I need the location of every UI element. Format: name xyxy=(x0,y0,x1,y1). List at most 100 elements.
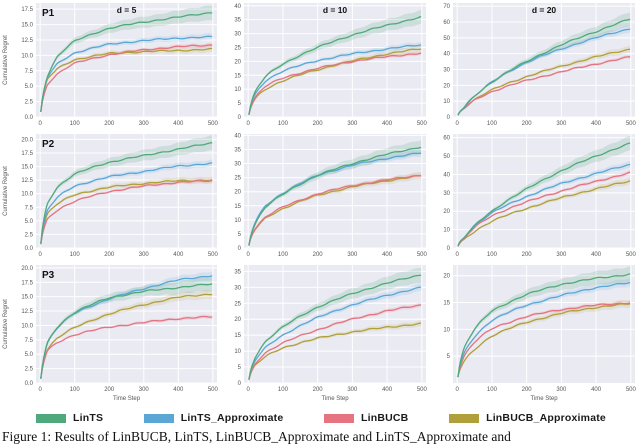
band-LinBUCB xyxy=(248,51,422,115)
svg-text:100: 100 xyxy=(487,252,498,258)
svg-text:100: 100 xyxy=(70,387,81,393)
svg-text:40: 40 xyxy=(443,52,450,58)
line-LinTS_Approximate xyxy=(40,162,213,245)
svg-text:20: 20 xyxy=(443,83,450,89)
svg-text:0: 0 xyxy=(455,387,459,393)
svg-text:0: 0 xyxy=(38,121,42,127)
svg-text:100: 100 xyxy=(70,252,81,258)
band-LinTS xyxy=(40,277,213,379)
svg-text:12.5: 12.5 xyxy=(21,38,33,44)
svg-text:17.5: 17.5 xyxy=(21,7,33,13)
band-LinTS xyxy=(457,135,631,246)
svg-text:5.0: 5.0 xyxy=(25,219,34,225)
band-LinBUCB_Approximate xyxy=(40,45,213,112)
band-LinBUCB xyxy=(40,42,213,112)
svg-text:500: 500 xyxy=(208,121,219,127)
svg-text:0: 0 xyxy=(455,252,459,258)
line-LinBUCB xyxy=(40,44,213,112)
svg-text:30: 30 xyxy=(234,162,241,168)
band-LinTS_Approximate xyxy=(248,41,422,115)
svg-text:15.0: 15.0 xyxy=(21,295,33,301)
svg-text:100: 100 xyxy=(70,121,81,127)
svg-text:300: 300 xyxy=(347,387,358,393)
plot-background xyxy=(36,3,217,117)
line-LinBUCB_Approximate xyxy=(40,47,213,112)
series-layer xyxy=(248,267,422,381)
line-LinTS xyxy=(40,12,213,112)
line-LinBUCB_Approximate xyxy=(248,48,422,115)
svg-text:300: 300 xyxy=(347,252,358,258)
svg-text:200: 200 xyxy=(522,387,533,393)
svg-text:0.0: 0.0 xyxy=(25,246,34,252)
svg-text:25: 25 xyxy=(234,45,241,51)
svg-text:40: 40 xyxy=(443,172,450,178)
svg-text:300: 300 xyxy=(139,121,150,127)
line-LinBUCB xyxy=(248,304,422,380)
line-LinTS xyxy=(457,273,631,378)
svg-text:15: 15 xyxy=(234,73,241,79)
svg-text:0: 0 xyxy=(447,246,451,252)
band-LinTS_Approximate xyxy=(457,161,631,246)
svg-text:15: 15 xyxy=(443,301,450,307)
svg-text:0.0: 0.0 xyxy=(25,381,34,387)
line-LinTS xyxy=(248,15,422,115)
svg-text:17.5: 17.5 xyxy=(21,151,33,157)
line-LinBUCB xyxy=(457,171,631,247)
band-LinBUCB_Approximate xyxy=(457,299,631,377)
legend-item-lints: LinTS xyxy=(36,412,103,424)
svg-text:400: 400 xyxy=(173,387,184,393)
svg-text:100: 100 xyxy=(487,121,498,127)
svg-text:5: 5 xyxy=(447,354,451,360)
svg-text:500: 500 xyxy=(626,121,637,127)
gridlines xyxy=(36,265,217,384)
svg-text:400: 400 xyxy=(382,252,393,258)
svg-text:200: 200 xyxy=(313,121,324,127)
series-layer xyxy=(457,266,631,378)
panel-label: P2 xyxy=(42,139,55,150)
svg-text:10: 10 xyxy=(234,87,241,93)
line-LinTS xyxy=(457,18,631,116)
line-LinBUCB_Approximate xyxy=(248,322,422,381)
svg-text:15: 15 xyxy=(234,333,241,339)
svg-text:20: 20 xyxy=(234,59,241,65)
line-LinBUCB xyxy=(248,174,422,246)
line-LinTS xyxy=(457,142,631,247)
line-LinTS_Approximate xyxy=(248,44,422,115)
line-LinBUCB xyxy=(457,56,631,116)
svg-text:0: 0 xyxy=(246,121,250,127)
svg-text:0: 0 xyxy=(38,252,42,258)
svg-text:10.0: 10.0 xyxy=(21,192,33,198)
svg-text:0: 0 xyxy=(455,121,459,127)
line-LinBUCB_Approximate xyxy=(40,179,213,245)
svg-text:100: 100 xyxy=(278,252,289,258)
svg-text:0: 0 xyxy=(238,115,242,121)
svg-text:17.5: 17.5 xyxy=(21,280,33,286)
line-LinBUCB_Approximate xyxy=(248,174,422,245)
svg-text:15: 15 xyxy=(234,204,241,210)
svg-text:12.5: 12.5 xyxy=(21,178,33,184)
svg-text:500: 500 xyxy=(626,252,637,258)
x-axis-label: Time Step xyxy=(113,396,141,402)
svg-text:0: 0 xyxy=(246,387,250,393)
x-axis-label: Time Step xyxy=(530,396,558,402)
panel-p1-d5: 0.0 2.5 5.0 7.5 10.0 12.5 15.0 17.5 0 100 200 300 40… xyxy=(0,0,222,131)
band-LinTS_Approximate xyxy=(248,283,422,380)
series-layer xyxy=(40,135,213,245)
svg-text:20.0: 20.0 xyxy=(21,266,33,272)
line-LinTS xyxy=(40,142,213,244)
plot-background xyxy=(453,265,635,383)
legend-label: LinTS xyxy=(73,412,104,424)
band-LinTS xyxy=(40,135,213,244)
svg-text:20: 20 xyxy=(234,317,241,323)
svg-text:0: 0 xyxy=(246,252,250,258)
svg-text:0: 0 xyxy=(238,246,242,252)
tick-labels: 0.0 2.5 5.0 7.5 10.0 12.5 15.0 17.5 20.0 0 100 200 3… xyxy=(21,137,218,258)
svg-text:15.0: 15.0 xyxy=(21,23,33,29)
line-LinBUCB xyxy=(457,302,631,378)
gridlines xyxy=(244,265,426,384)
series-layer xyxy=(248,140,422,246)
svg-text:20.0: 20.0 xyxy=(21,137,33,143)
svg-text:30: 30 xyxy=(443,191,450,197)
svg-text:200: 200 xyxy=(522,252,533,258)
